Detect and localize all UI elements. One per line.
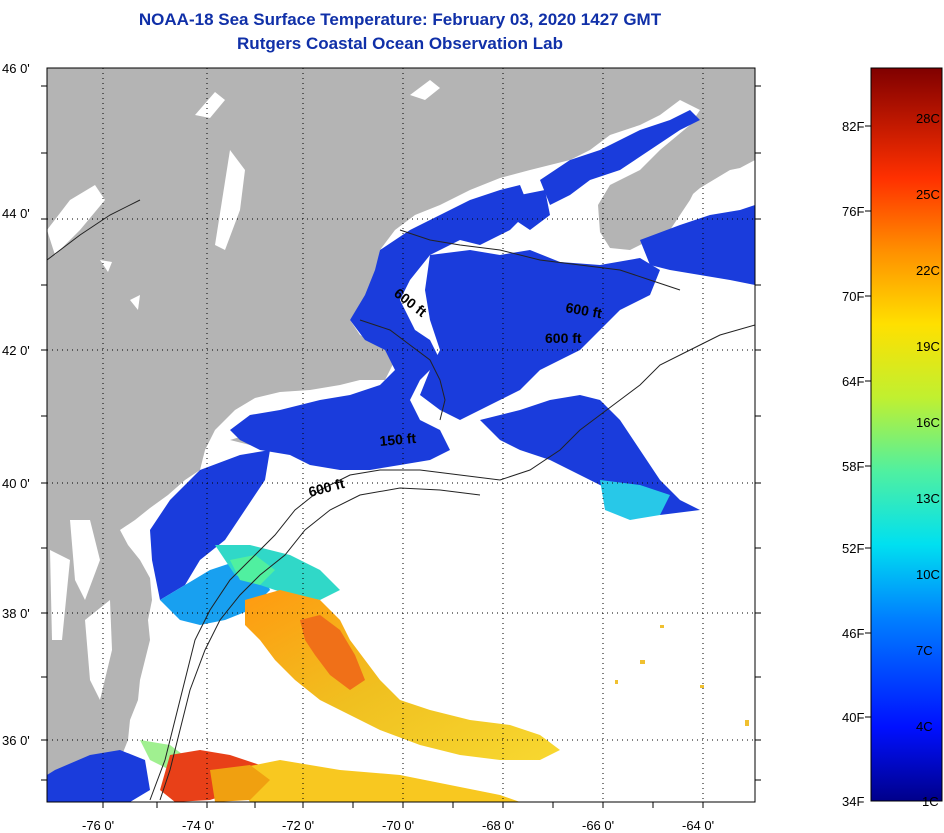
colorbar-c-label: 22C xyxy=(916,263,940,278)
gulf-stream xyxy=(160,590,560,802)
map-subtitle: Rutgers Coastal Ocean Observation Lab xyxy=(237,34,563,53)
map-border xyxy=(46,67,756,803)
colorbar-f-label: 34F xyxy=(842,794,865,809)
colorbar xyxy=(870,67,943,802)
gridlines xyxy=(47,68,755,802)
lon-label: -70 0' xyxy=(382,818,415,833)
lon-label: -76 0' xyxy=(82,818,115,833)
nj-coast-line xyxy=(47,199,141,261)
lat-label: 40 0' xyxy=(2,476,30,491)
cold-water xyxy=(47,110,755,802)
contour-label: 600 ft xyxy=(564,299,603,321)
colorbar-c-label: 13C xyxy=(916,491,940,506)
map-title: NOAA-18 Sea Surface Temperature: Februar… xyxy=(138,10,662,29)
colorbar-f-label: 46F xyxy=(842,626,865,641)
lon-label: -72 0' xyxy=(282,818,315,833)
colorbar-f-label: 52F xyxy=(842,541,865,556)
lon-label: -64 0' xyxy=(682,818,715,833)
contour-label: 150 ft xyxy=(379,430,417,449)
colorbar-c-label: 4C xyxy=(916,719,933,734)
colorbar-c-label: 25C xyxy=(916,187,940,202)
land-clouds xyxy=(47,80,440,700)
land-mass xyxy=(47,68,755,802)
lat-label: 44 0' xyxy=(2,206,30,221)
colorbar-f-label: 76F xyxy=(842,204,865,219)
colorbar-c-label: 1C xyxy=(922,794,939,809)
lat-label: 36 0' xyxy=(2,733,30,748)
warm-specks xyxy=(615,625,749,726)
colorbar-f-label: 82F xyxy=(842,119,865,134)
contour-label: 600 ft xyxy=(545,330,582,346)
colorbar-c-label: 7C xyxy=(916,643,933,658)
colorbar-c-label: 16C xyxy=(916,415,940,430)
colorbar-c-label: 28C xyxy=(916,111,940,126)
lon-label: -68 0' xyxy=(482,818,515,833)
lon-label: -74 0' xyxy=(182,818,215,833)
colorbar-ticks xyxy=(865,125,871,718)
colorbar-c-label: 19C xyxy=(916,339,940,354)
lat-label: 38 0' xyxy=(2,606,30,621)
lat-label: 46 0' xyxy=(2,61,30,76)
lon-label: -66 0' xyxy=(582,818,615,833)
colorbar-f-label: 40F xyxy=(842,710,865,725)
nova-scotia xyxy=(600,118,755,248)
colorbar-f-label: 64F xyxy=(842,374,865,389)
lat-label: 42 0' xyxy=(2,343,30,358)
colorbar-f-label: 70F xyxy=(842,289,865,304)
depth-contours xyxy=(149,229,755,801)
colorbar-f-label: 58F xyxy=(842,459,865,474)
colorbar-c-label: 10C xyxy=(916,567,940,582)
tick-marks xyxy=(41,85,761,808)
